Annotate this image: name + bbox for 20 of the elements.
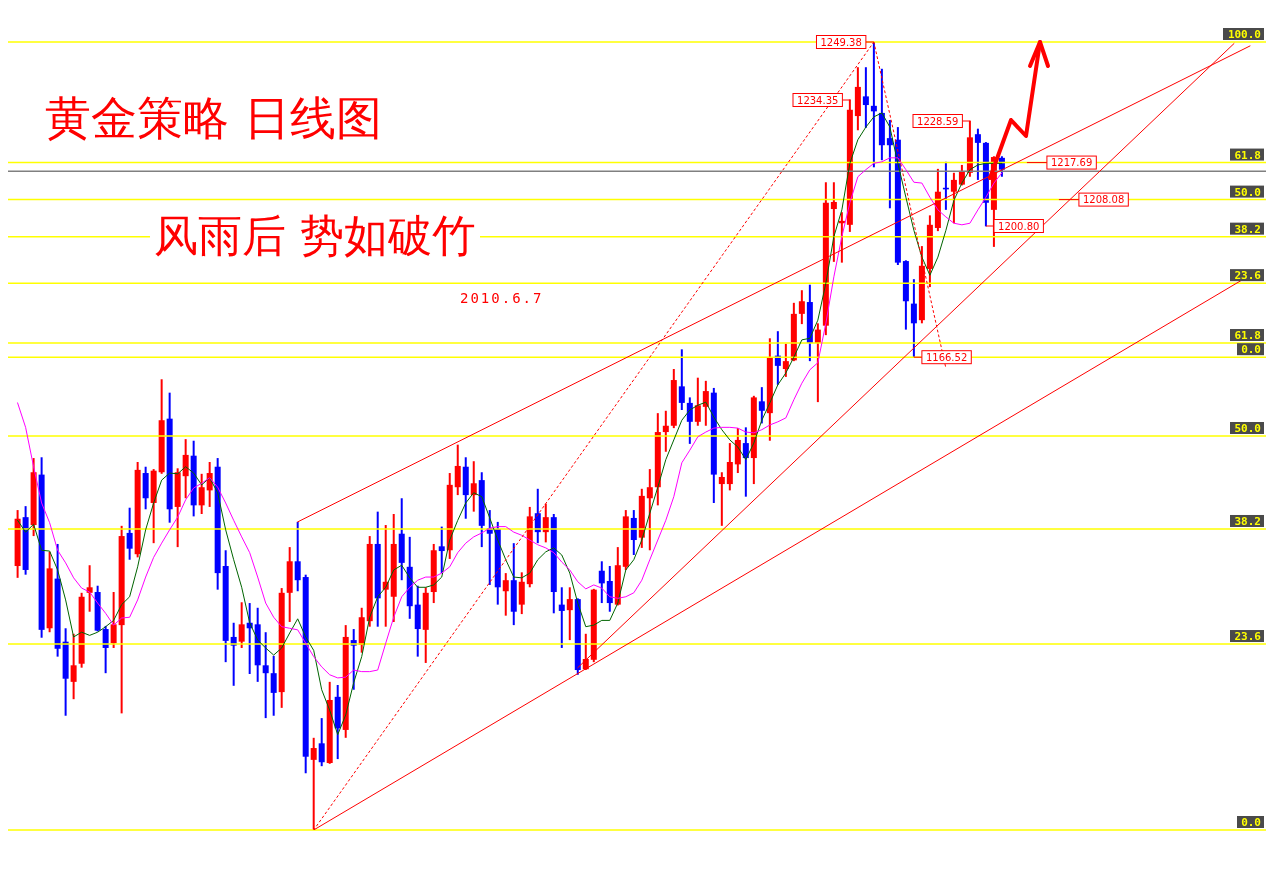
annotation: 61.8 (1234, 148, 1261, 162)
ref-line-label: 61.8 (1234, 329, 1261, 343)
annotation: 1249.38 (820, 36, 862, 48)
annotation: 1217.69 (1050, 157, 1093, 169)
annotation: 1208.08 (1082, 194, 1125, 206)
annotation: 38.2 (1234, 222, 1261, 236)
annotation: 0.0 (1241, 343, 1261, 357)
annotation: 50.0 (1234, 185, 1261, 199)
text: 黄金策略 日线图 (45, 90, 382, 147)
ref-line-label: 50.0 (1234, 422, 1261, 435)
annotation: 1200.80 (998, 220, 1040, 232)
ref-line-label: 38.2 (1234, 514, 1261, 528)
annotation: 1228.59 (917, 115, 959, 127)
annotation: 1166.52 (925, 351, 968, 363)
annotation: 1234.35 (797, 94, 839, 106)
ref-line-label: 100.0 (1227, 28, 1261, 41)
annotation: 2010.6.7 (458, 289, 546, 307)
ref-line-label: 23.6 (1234, 630, 1262, 644)
text: 风雨后 势如破竹 (150, 208, 480, 265)
ref-line-label: 0.0 (1241, 816, 1261, 829)
